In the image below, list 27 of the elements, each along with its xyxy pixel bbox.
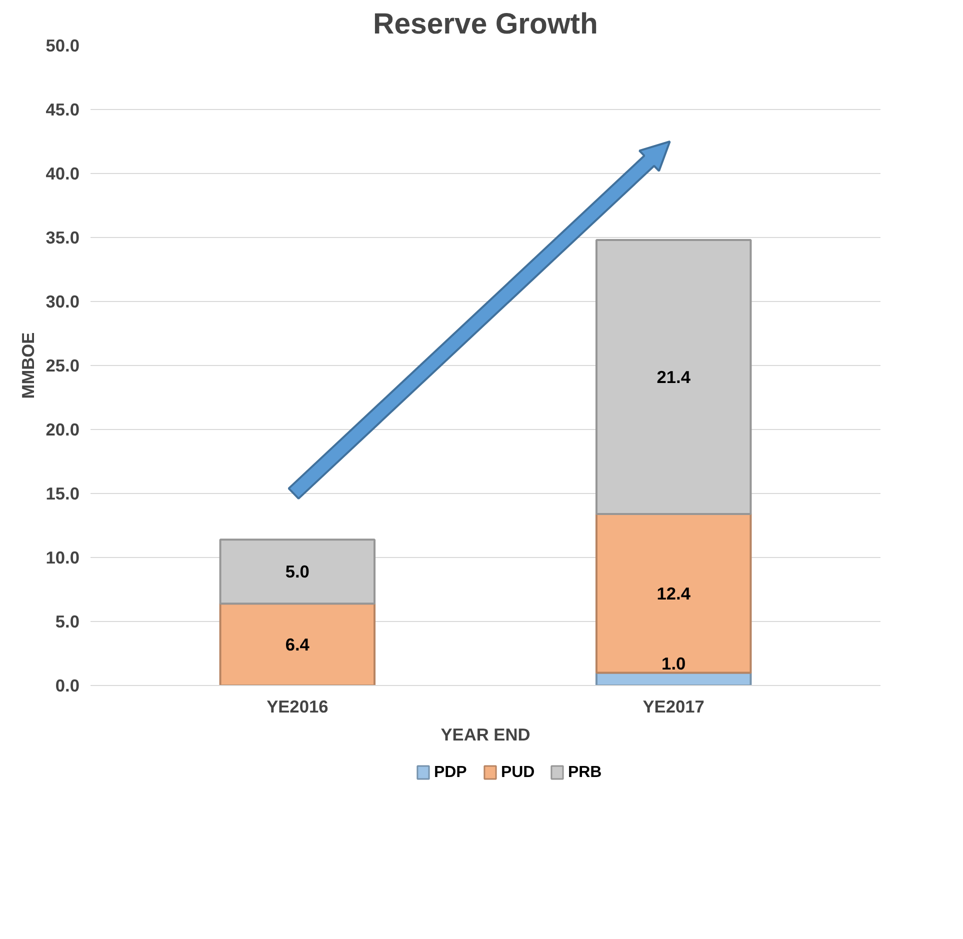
y-axis-title: MMBOE	[18, 332, 38, 399]
y-tick-label: 35.0	[46, 228, 80, 248]
legend-label: PRB	[568, 764, 602, 781]
chart-title: Reserve Growth	[373, 8, 598, 40]
bar	[219, 538, 376, 605]
y-tick-label: 45.0	[46, 100, 80, 120]
x-axis-title: YEAR END	[440, 724, 530, 744]
y-tick-label: 40.0	[46, 164, 80, 184]
bar	[595, 512, 752, 674]
data-label: 21.4	[656, 367, 691, 388]
bar	[219, 602, 376, 686]
data-label: 6.4	[285, 634, 310, 655]
y-tick-label: 30.0	[46, 292, 80, 312]
y-tick-label: 15.0	[46, 484, 80, 504]
data-label: 1.0	[662, 654, 686, 674]
y-tick-label: 25.0	[46, 356, 80, 376]
y-tick-label: 50.0	[46, 36, 80, 56]
data-label: 5.0	[285, 562, 310, 582]
y-tick-label: 0.0	[55, 676, 80, 696]
data-label: 12.4	[656, 583, 691, 604]
y-tick-label: 10.0	[46, 548, 80, 568]
y-tick-label: 20.0	[46, 420, 80, 440]
legend-label: PDP	[434, 764, 468, 781]
x-tick-label: YE2017	[642, 696, 704, 716]
y-tick-label: 5.0	[55, 612, 80, 632]
legend-label: PUD	[500, 764, 535, 781]
x-tick-label: YE2016	[266, 696, 329, 716]
